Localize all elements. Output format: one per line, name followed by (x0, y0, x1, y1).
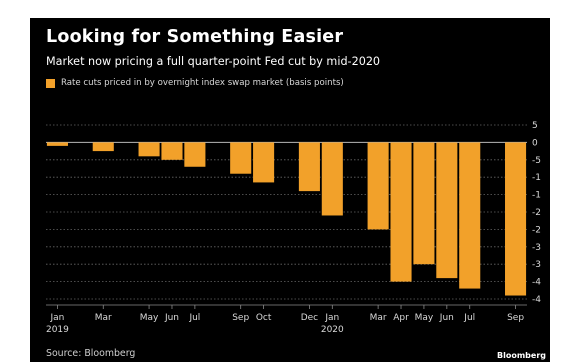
bar (390, 142, 412, 282)
x-tick-label: Jun (439, 313, 454, 323)
chart-panel: Looking for Something Easier Market now … (30, 18, 550, 362)
legend-swatch (46, 78, 55, 88)
x-tick-label: Jan (324, 313, 339, 323)
y-tick-label: -2 (532, 208, 541, 218)
y-tick-label: -1 (532, 191, 541, 201)
x-tick-label: May (415, 313, 434, 323)
x-tick-label: Mar (95, 313, 112, 323)
bar (161, 142, 183, 160)
x-tick-label: Sep (507, 313, 524, 323)
x-tick-label-year: 2019 (46, 325, 69, 335)
x-tick-label: Jul (463, 313, 475, 323)
bar (505, 142, 527, 296)
source-note: Source: Bloomberg (46, 348, 136, 359)
y-tick-label: -1 (532, 173, 541, 183)
legend-label: Rate cuts priced in by overnight index s… (61, 78, 344, 88)
y-tick-label: 0 (532, 138, 538, 148)
y-tick-label: -4 (532, 295, 541, 305)
bar (436, 142, 458, 279)
x-tick-label: Mar (370, 313, 387, 323)
x-tick-label: Jun (164, 313, 179, 323)
chart-title: Looking for Something Easier (46, 27, 344, 47)
plot-area: 5 0 -5 -1 -1 -2 -2 -3 -3 -4 -4 Jan 2019 Mar May Jun Jul S… (46, 121, 541, 335)
brand-logo: Bloomberg (497, 351, 546, 360)
y-tick-label: 5 (532, 121, 538, 131)
y-tick-label: -5 (532, 156, 541, 166)
bar (92, 142, 114, 152)
x-tick-label: Sep (232, 313, 249, 323)
bar (46, 142, 68, 146)
bar (321, 142, 343, 216)
bar (253, 142, 275, 183)
legend: Rate cuts priced in by overnight index s… (46, 78, 344, 88)
bar (413, 142, 435, 265)
y-tick-label: -3 (532, 243, 541, 253)
x-tick-label: Oct (256, 313, 272, 323)
x-tick-label: Jan (50, 313, 65, 323)
chart-subtitle: Market now pricing a full quarter-point … (46, 55, 381, 68)
x-tick-label-year: 2020 (321, 325, 344, 335)
bar (459, 142, 481, 289)
x-tick-label: Dec (301, 313, 318, 323)
x-tick-label: Jul (188, 313, 200, 323)
bar (298, 142, 320, 192)
y-tick-label: -4 (532, 278, 541, 288)
x-tick-label: Apr (393, 313, 409, 323)
bar (138, 142, 160, 157)
y-tick-label: -2 (532, 225, 541, 235)
bar (184, 142, 206, 167)
bar (367, 142, 389, 230)
y-tick-label: -3 (532, 260, 541, 270)
x-tick-label: May (140, 313, 159, 323)
bar (230, 142, 252, 174)
